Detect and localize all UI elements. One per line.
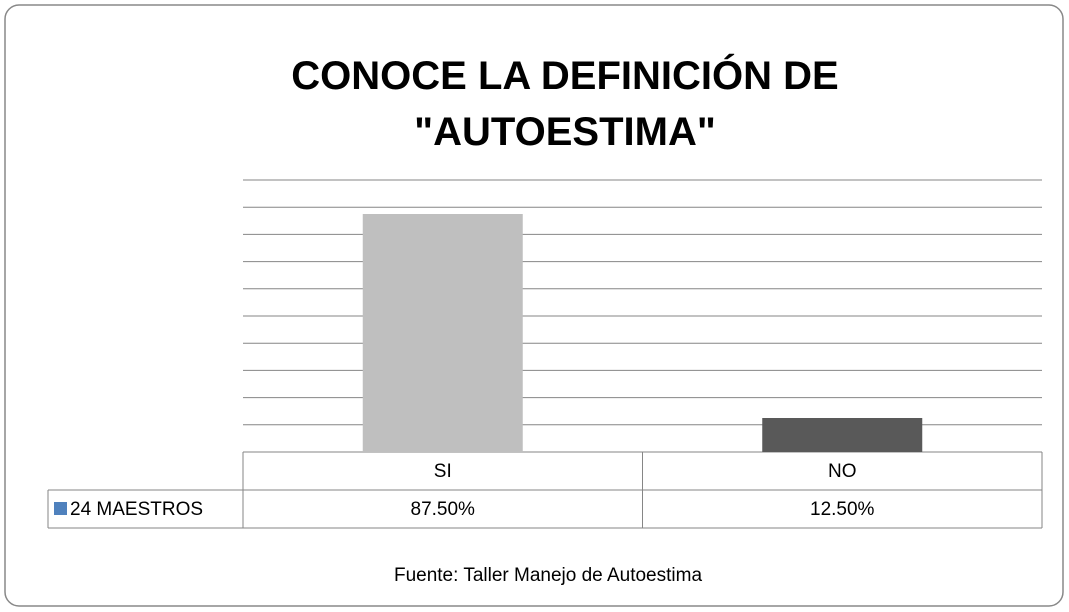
legend-swatch — [54, 502, 67, 515]
chart-border — [4, 4, 1064, 607]
bar — [362, 214, 523, 452]
value-label: 12.50% — [810, 499, 875, 520]
bar — [762, 418, 923, 452]
value-label: 87.50% — [411, 499, 476, 520]
x-tick-label: NO — [828, 461, 857, 482]
legend-label: 24 MAESTROS — [70, 499, 203, 520]
x-tick-label: SI — [434, 461, 452, 482]
source-note: Fuente: Taller Manejo de Autoestima — [394, 565, 702, 586]
chart-title: CONOCE LA DEFINICIÓN DE "AUTOESTIMA" — [291, 54, 839, 154]
